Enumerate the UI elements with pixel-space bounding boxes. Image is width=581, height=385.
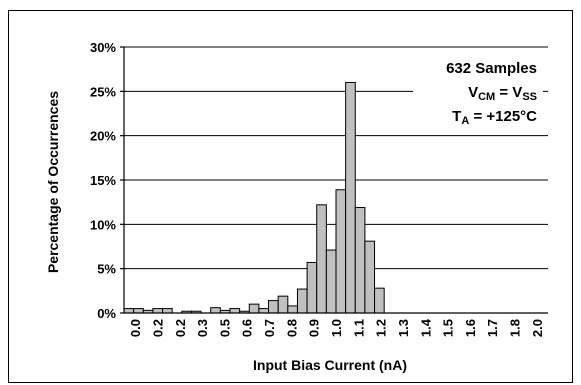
x-tick-labels: 0.0 0.2 0.2 0.3 0.5 0.6 0.7 0.8 0.9 1.0 1.1 1.2 1.3 1…	[128, 318, 545, 337]
histogram-bar	[133, 308, 144, 314]
y-tick-label: 10%	[90, 217, 116, 232]
y-tick-label: 25%	[90, 84, 116, 99]
x-tick-label: 1.6	[463, 319, 478, 337]
y-tick-label: 20%	[90, 129, 116, 144]
y-tick-label: 30%	[90, 40, 116, 55]
y-tick-label: 0%	[97, 306, 116, 321]
histogram-bar	[325, 249, 337, 314]
x-tick-label: 1.7	[485, 319, 500, 337]
histogram-bar	[123, 308, 135, 314]
histogram-bar	[335, 189, 347, 314]
grid-lines	[124, 46, 548, 270]
histogram-bar	[152, 308, 164, 314]
x-tick-label: 1.8	[508, 319, 523, 337]
y-tick-label: 15%	[90, 173, 116, 188]
x-tick-label: 1.3	[396, 319, 411, 337]
x-tick-label: 1.1	[351, 319, 366, 337]
x-tick-label: 0.5	[217, 319, 232, 337]
x-tick-label: 1.5	[441, 319, 456, 337]
x-tick-label: 0.2	[173, 319, 188, 337]
histogram-bar	[268, 300, 279, 314]
histogram-bar	[354, 206, 366, 314]
histogram-bar	[287, 305, 298, 314]
x-tick-label: 1.4	[418, 318, 433, 337]
histogram-bar	[210, 307, 221, 314]
x-tick-label: 1.2	[374, 319, 389, 337]
vcm-condition-label: VCM = VSS	[468, 84, 537, 103]
x-tick-label: 0.3	[195, 319, 210, 337]
sample-count-label: 632 Samples	[446, 60, 537, 77]
x-tick-label: 0.8	[284, 319, 299, 337]
histogram-bar	[296, 288, 308, 314]
x-tick-label: 0.6	[240, 319, 255, 337]
histogram-bar	[229, 308, 241, 314]
histogram-bar	[277, 295, 289, 314]
bars	[123, 81, 385, 314]
temperature-condition-label: TA = +125°C	[452, 108, 537, 127]
x-tick-label: 0.7	[262, 319, 277, 337]
histogram-bar	[162, 308, 173, 314]
histogram-bar	[316, 204, 327, 314]
x-tick-label: 0.2	[150, 319, 165, 337]
chart-annotation: 632 Samples VCM = VSS TA = +125°C	[413, 52, 543, 130]
histogram-bar	[306, 261, 318, 314]
histogram-bar	[364, 240, 376, 314]
y-tick-label: 5%	[97, 262, 116, 277]
x-axis-label: Input Bias Current (nA)	[253, 357, 407, 373]
histogram-bar	[258, 308, 270, 314]
x-tick-label: 0.0	[128, 319, 143, 337]
histogram-bar	[345, 81, 356, 314]
histogram-bar	[248, 303, 260, 314]
y-axis-label: Percentage of Occurrences	[45, 91, 61, 273]
x-tick-label: 2.0	[530, 319, 545, 337]
histogram-bar	[374, 287, 385, 314]
x-tick-label: 1.0	[329, 319, 344, 337]
y-tick-labels: 0% 5% 10% 15% 20% 25% 30%	[90, 40, 124, 321]
x-tick-label: 0.9	[307, 319, 322, 337]
